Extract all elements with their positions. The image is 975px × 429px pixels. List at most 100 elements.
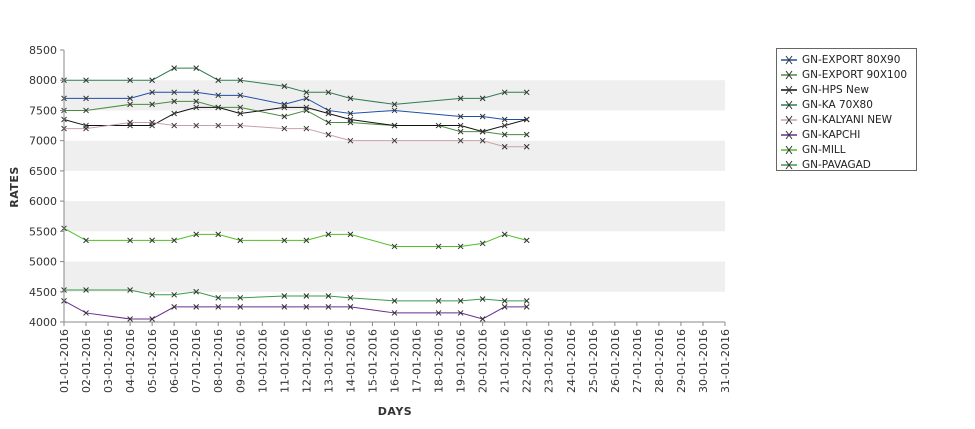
data-point-stroke xyxy=(391,310,398,316)
legend-item: GN-KA 70X80 xyxy=(777,97,916,112)
x-tick-label: 29-01-2016 xyxy=(675,329,688,393)
data-point-stroke xyxy=(237,304,244,310)
data-point xyxy=(281,125,288,132)
data-point-stroke xyxy=(457,122,464,129)
data-point-stroke xyxy=(281,104,288,111)
data-point xyxy=(347,304,354,310)
legend-swatch xyxy=(781,70,797,79)
legend-item: GN-KALYANI NEW xyxy=(777,112,916,127)
data-point xyxy=(457,122,464,129)
grid-band xyxy=(64,140,725,171)
data-point-stroke xyxy=(149,291,155,298)
data-point-stroke xyxy=(501,116,508,123)
legend-swatch xyxy=(781,160,797,169)
x-tick-label: 25-01-2016 xyxy=(587,329,600,393)
data-point-stroke xyxy=(457,297,464,304)
data-point xyxy=(237,110,244,117)
data-point xyxy=(523,89,530,96)
x-tick-label: 08-01-2016 xyxy=(212,329,225,393)
y-tick-label: 6000 xyxy=(29,195,57,208)
data-point-stroke xyxy=(479,113,486,120)
x-tick-label: 11-01-2016 xyxy=(278,329,291,393)
data-point-stroke xyxy=(127,237,133,244)
data-point xyxy=(347,137,354,144)
x-tick-label: 24-01-2016 xyxy=(565,329,578,393)
data-point xyxy=(347,231,354,238)
data-point-stroke xyxy=(391,122,398,129)
legend: GN-EXPORT 80X90 GN-EXPORT 90X100 GN-HPS Ne… xyxy=(776,48,917,171)
data-point-stroke xyxy=(479,128,486,135)
data-point xyxy=(149,101,155,108)
legend-swatch xyxy=(781,100,797,109)
x-tick-label: 16-01-2016 xyxy=(389,329,402,393)
grid-band xyxy=(64,201,725,232)
data-point xyxy=(325,293,332,299)
x-tick-label: 30-01-2016 xyxy=(697,329,710,393)
x-tick-label: 04-01-2016 xyxy=(124,329,137,393)
data-point xyxy=(237,104,244,111)
x-tick-label: 03-01-2016 xyxy=(102,329,115,393)
data-point xyxy=(303,293,310,299)
data-point xyxy=(171,237,178,244)
series-line xyxy=(63,106,527,133)
data-point-stroke xyxy=(347,231,354,238)
data-point xyxy=(457,297,464,304)
data-point-stroke xyxy=(391,101,398,108)
data-point-stroke xyxy=(83,287,89,293)
data-point xyxy=(501,231,508,238)
data-point-stroke xyxy=(501,122,508,129)
data-point xyxy=(171,98,178,105)
series-line xyxy=(63,300,527,320)
legend-label: GN-PAVAGAD xyxy=(802,158,871,171)
data-point xyxy=(457,128,464,135)
data-point-stroke xyxy=(83,95,89,102)
data-point-stroke xyxy=(501,143,508,150)
data-point-stroke xyxy=(281,304,288,310)
y-tick-label: 8500 xyxy=(29,44,57,57)
data-point xyxy=(237,122,244,129)
data-point-stroke xyxy=(127,316,133,322)
data-point-stroke xyxy=(193,231,200,238)
legend-label: GN-EXPORT 80X90 xyxy=(802,53,901,66)
data-point-stroke xyxy=(501,304,508,310)
data-point xyxy=(193,288,200,295)
data-point-stroke xyxy=(171,237,178,244)
legend-label: GN-KA 70X80 xyxy=(802,98,873,111)
data-point-stroke xyxy=(149,119,155,126)
data-point xyxy=(479,137,486,144)
data-point xyxy=(127,287,133,293)
data-point xyxy=(193,98,200,105)
data-point-stroke xyxy=(215,77,222,84)
data-point xyxy=(127,237,133,244)
data-point-stroke xyxy=(303,89,310,96)
data-point xyxy=(83,125,89,132)
data-point xyxy=(457,137,464,144)
data-point xyxy=(435,122,442,129)
data-point xyxy=(391,101,398,108)
data-point xyxy=(281,304,288,310)
data-point xyxy=(501,143,508,150)
x-tick-label: 13-01-2016 xyxy=(322,329,335,393)
data-point-stroke xyxy=(347,137,354,144)
x-axis-ticks: 01-01-2016 02-01-2016 03-01-2016 04-01-2016… xyxy=(58,322,732,393)
data-point-stroke xyxy=(83,77,89,84)
x-tick-label: 17-01-2016 xyxy=(411,329,424,393)
series-markers xyxy=(61,65,530,322)
legend-item: GN-MILL xyxy=(777,142,916,157)
data-point-stroke xyxy=(281,83,288,90)
data-point-stroke xyxy=(193,304,200,310)
data-point-stroke xyxy=(347,95,354,102)
data-point-stroke xyxy=(237,77,244,84)
legend-swatch-marker xyxy=(785,115,793,124)
data-point xyxy=(237,77,244,84)
data-point xyxy=(193,65,200,71)
data-point-stroke xyxy=(149,89,155,96)
data-point-stroke xyxy=(523,237,530,244)
data-point-stroke xyxy=(523,131,530,138)
data-point-stroke xyxy=(149,237,155,244)
x-tick-label: 05-01-2016 xyxy=(146,329,159,393)
data-point xyxy=(193,122,200,129)
data-point-stroke xyxy=(347,294,354,301)
data-point-stroke xyxy=(193,122,200,129)
y-tick-label: 5500 xyxy=(29,225,57,238)
